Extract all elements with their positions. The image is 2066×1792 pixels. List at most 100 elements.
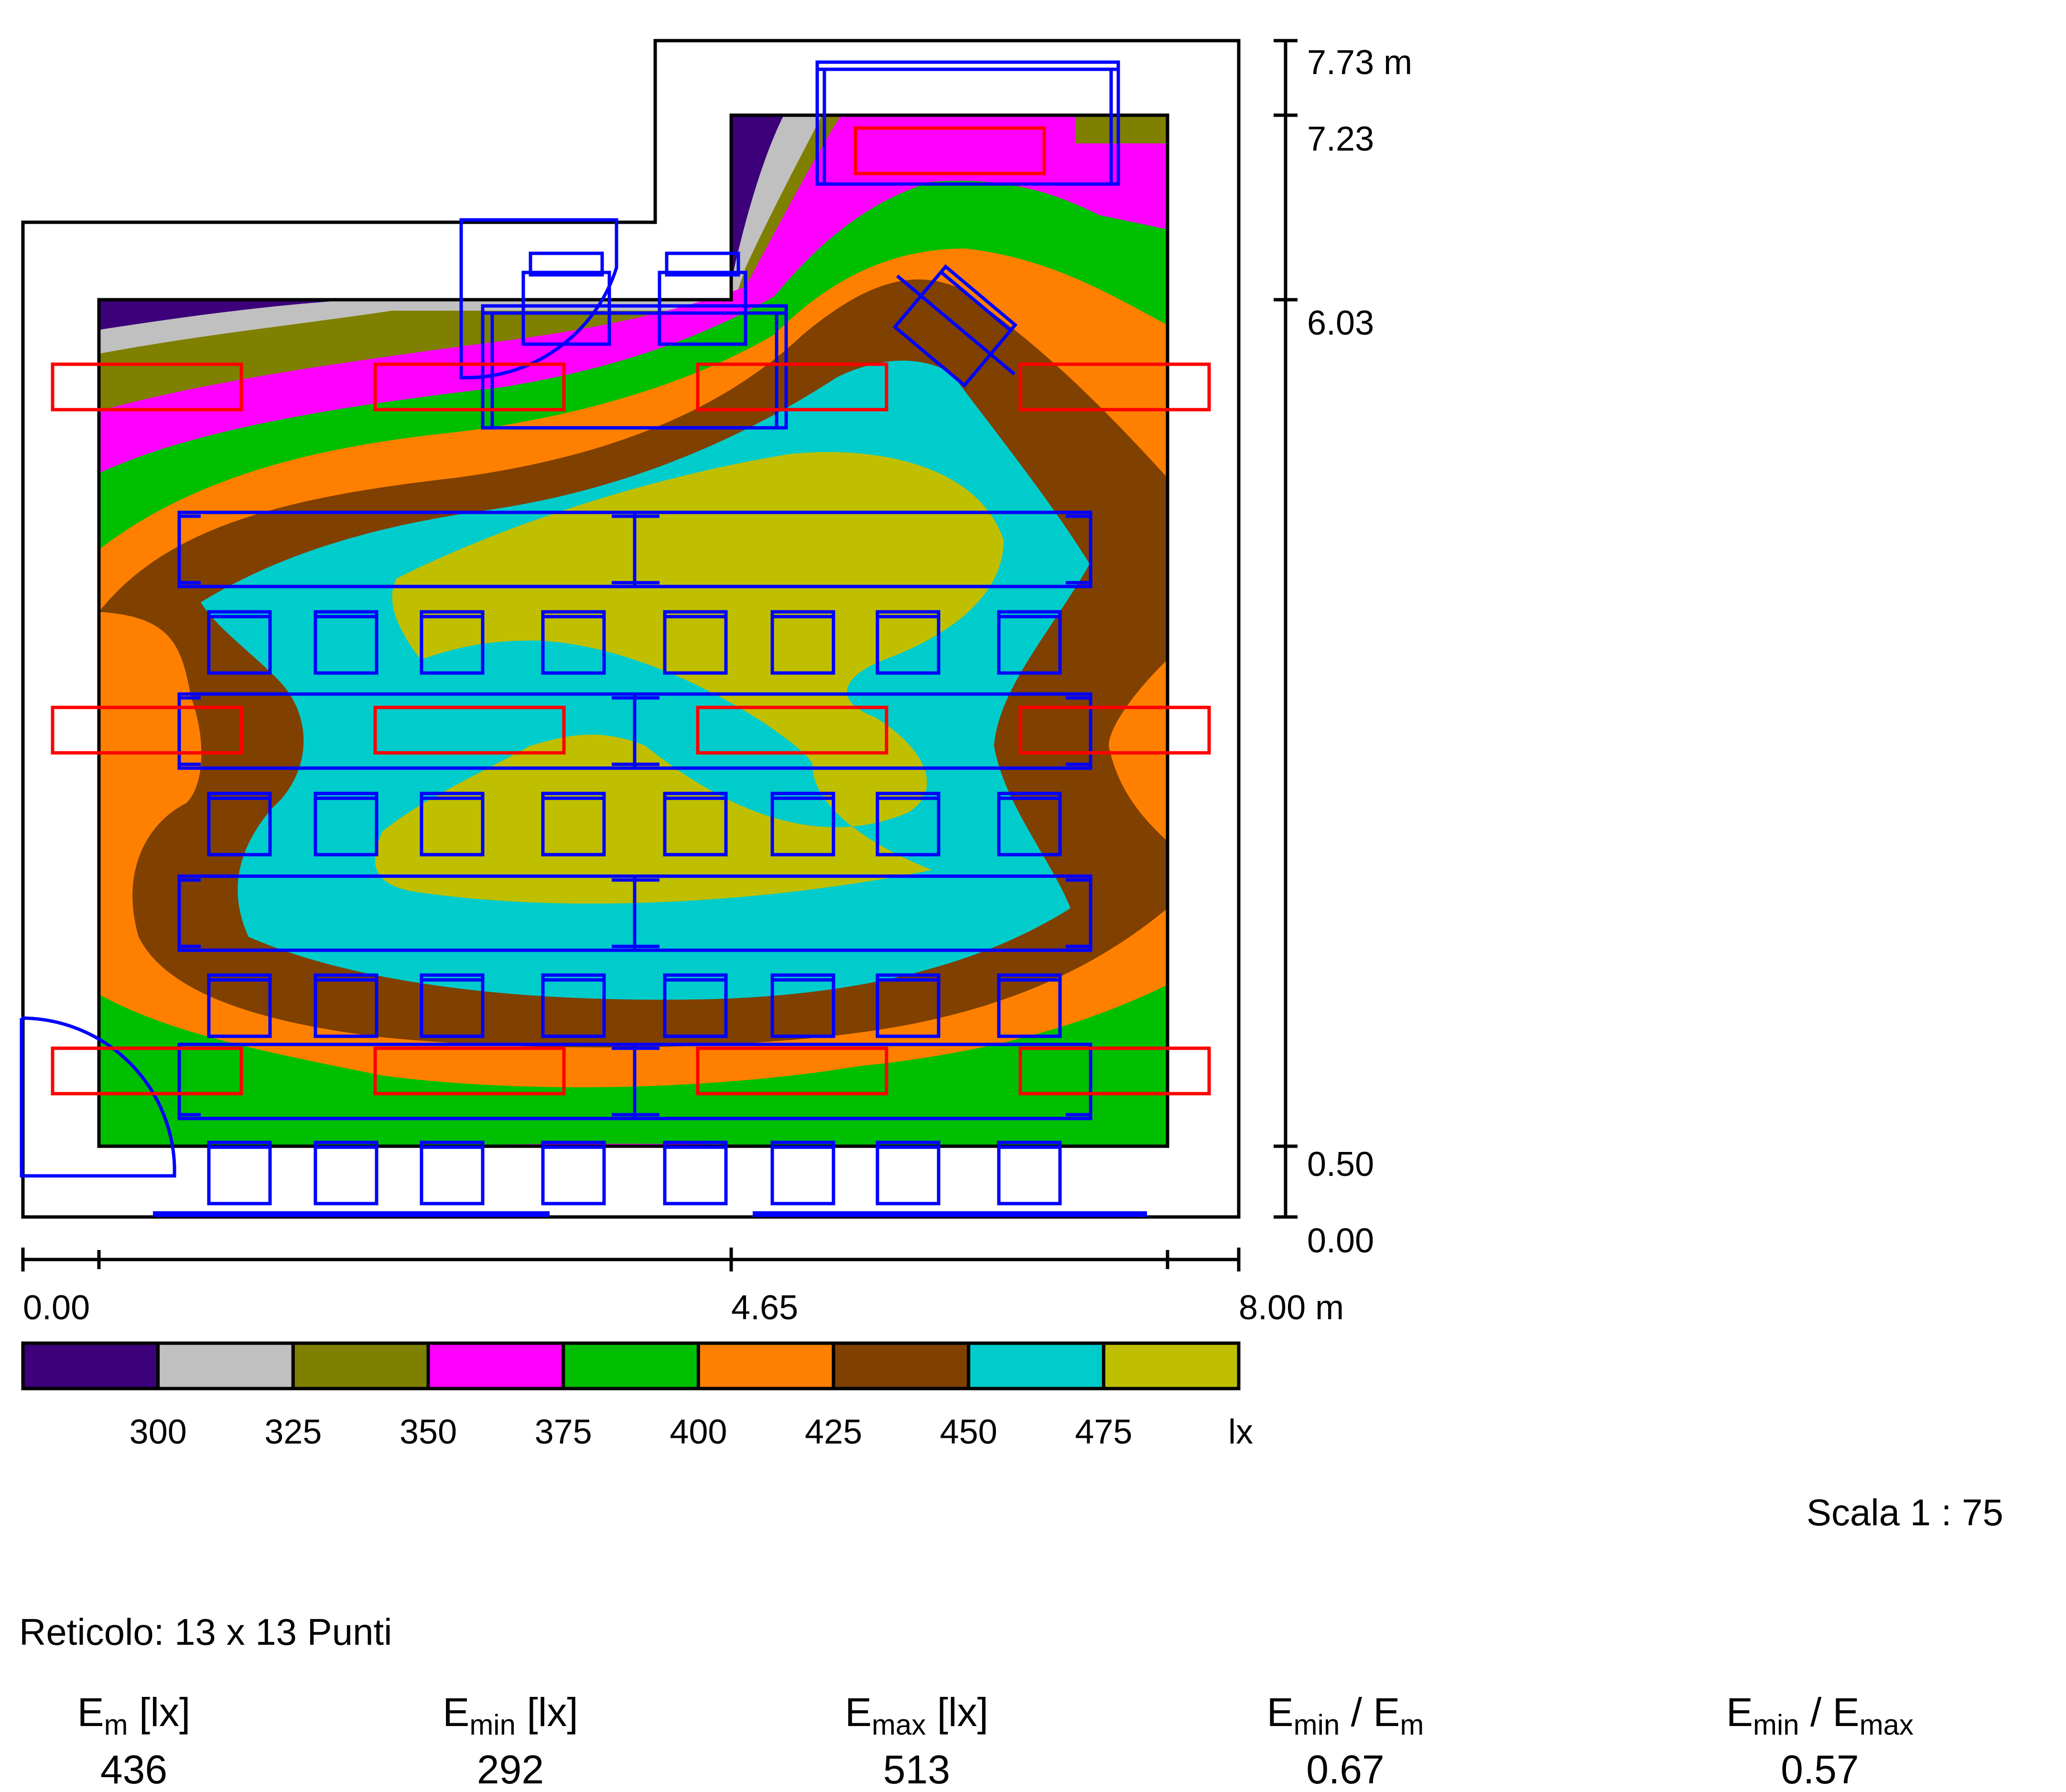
- chair: [663, 610, 728, 675]
- stat-header-2: Emax [lx]: [844, 1690, 989, 1741]
- chair: [663, 792, 728, 857]
- chair: [663, 1140, 728, 1206]
- chair: [770, 792, 835, 857]
- legend-swatch-8: [1102, 1341, 1241, 1390]
- legend-value-300: 300: [129, 1413, 187, 1451]
- chair: [997, 610, 1062, 675]
- chair: [541, 792, 606, 857]
- chair: [997, 792, 1062, 857]
- stat-header-3: Emin / Em: [1266, 1690, 1424, 1741]
- teacher-chair-back: [665, 251, 740, 277]
- chair: [420, 610, 485, 675]
- y-tick-0: 7.73 m: [1307, 43, 1413, 82]
- chair: [663, 973, 728, 1038]
- legend-value-425: 425: [805, 1413, 863, 1451]
- stat-value-3: 0.67: [1306, 1747, 1385, 1792]
- legend-value-450: 450: [940, 1413, 997, 1451]
- legend-swatch-3: [426, 1341, 565, 1390]
- x-tick-1: 4.65: [731, 1289, 799, 1327]
- y-tick-2: 6.03: [1307, 304, 1374, 342]
- cabinet: [815, 60, 1120, 186]
- legend-value-475: 475: [1075, 1413, 1133, 1451]
- luminaire: [1018, 1046, 1211, 1096]
- luminaire: [373, 1046, 566, 1096]
- isolux-contours: [99, 115, 1168, 1146]
- chair: [314, 610, 379, 675]
- chair: [770, 610, 835, 675]
- teacher-chair-back: [529, 251, 604, 277]
- luminaire: [696, 362, 888, 412]
- chair: [420, 973, 485, 1038]
- legend-value-400: 400: [670, 1413, 727, 1451]
- contour-band-500: [375, 452, 1004, 904]
- luminaire: [1018, 706, 1211, 755]
- legend-unit: lx: [1228, 1413, 1253, 1451]
- legend-swatch-1: [156, 1341, 295, 1390]
- door-upper: [459, 218, 618, 380]
- luminaire: [373, 362, 566, 412]
- legend-swatch-4: [562, 1341, 700, 1390]
- chair: [314, 973, 379, 1038]
- stat-header-4: Emin / Emax: [1726, 1690, 1914, 1741]
- x-tick-2: 8.00 m: [1239, 1289, 1344, 1327]
- legend-swatch-0: [21, 1341, 160, 1390]
- luminaire: [373, 706, 566, 755]
- stat-value-2: 513: [883, 1747, 951, 1792]
- stat-header-1: Emin [lx]: [443, 1690, 578, 1741]
- y-dimension-axis: [1274, 39, 1298, 1219]
- legend-swatch-2: [291, 1341, 430, 1390]
- grid-info: Reticolo: 13 x 13 Punti: [19, 1611, 392, 1653]
- chair: [207, 1140, 272, 1206]
- chair: [876, 610, 941, 675]
- y-tick-4: 0.00: [1307, 1222, 1374, 1260]
- chair: [876, 792, 941, 857]
- x-tick-0: 0.00: [23, 1289, 90, 1327]
- legend-value-375: 375: [534, 1413, 592, 1451]
- y-tick-3: 0.50: [1307, 1145, 1374, 1184]
- calculation-area-border: [97, 113, 1169, 1148]
- side-table-leg: [896, 274, 1016, 376]
- chair: [770, 973, 835, 1038]
- door-lower: [20, 1016, 176, 1178]
- chair: [876, 1140, 941, 1206]
- chair: [207, 792, 272, 857]
- side-table-edge: [940, 271, 1012, 332]
- chair: [541, 973, 606, 1038]
- teacher-chair: [521, 271, 611, 346]
- stat-value-0: 436: [100, 1747, 168, 1792]
- chair: [770, 1140, 835, 1206]
- y-tick-1: 7.23: [1307, 120, 1374, 158]
- stat-header-0: Em [lx]: [77, 1690, 191, 1741]
- luminaire: [854, 126, 1046, 175]
- chair: [541, 610, 606, 675]
- room-walls: [21, 39, 1241, 1219]
- stat-value-1: 292: [476, 1747, 544, 1792]
- legend-swatch-7: [967, 1341, 1105, 1390]
- legend-swatch-5: [696, 1341, 835, 1390]
- luminaire: [51, 706, 243, 755]
- luminaire: [696, 706, 888, 755]
- luminaires: [51, 126, 1211, 1096]
- teacher-desk: [481, 304, 788, 430]
- chair: [314, 792, 379, 857]
- furniture: [20, 60, 1147, 1217]
- chair: [876, 973, 941, 1038]
- chair: [997, 973, 1062, 1038]
- luminaire: [51, 362, 243, 412]
- legend-value-350: 350: [400, 1413, 457, 1451]
- x-dimension-axis: [21, 1248, 1241, 1271]
- stat-value-4: 0.57: [1781, 1747, 1859, 1792]
- luminaire: [51, 1046, 243, 1096]
- chair: [420, 1140, 485, 1206]
- chair: [314, 1140, 379, 1206]
- legend-swatch-6: [832, 1341, 971, 1390]
- outer-wall: [21, 39, 1241, 1219]
- teacher-chair: [658, 271, 747, 346]
- chair: [541, 1140, 606, 1206]
- chair: [207, 610, 272, 675]
- chair: [420, 792, 485, 857]
- scale-label: Scala 1 : 75: [1806, 1491, 2003, 1533]
- legend-color-bar: [21, 1341, 1241, 1390]
- legend-value-325: 325: [264, 1413, 322, 1451]
